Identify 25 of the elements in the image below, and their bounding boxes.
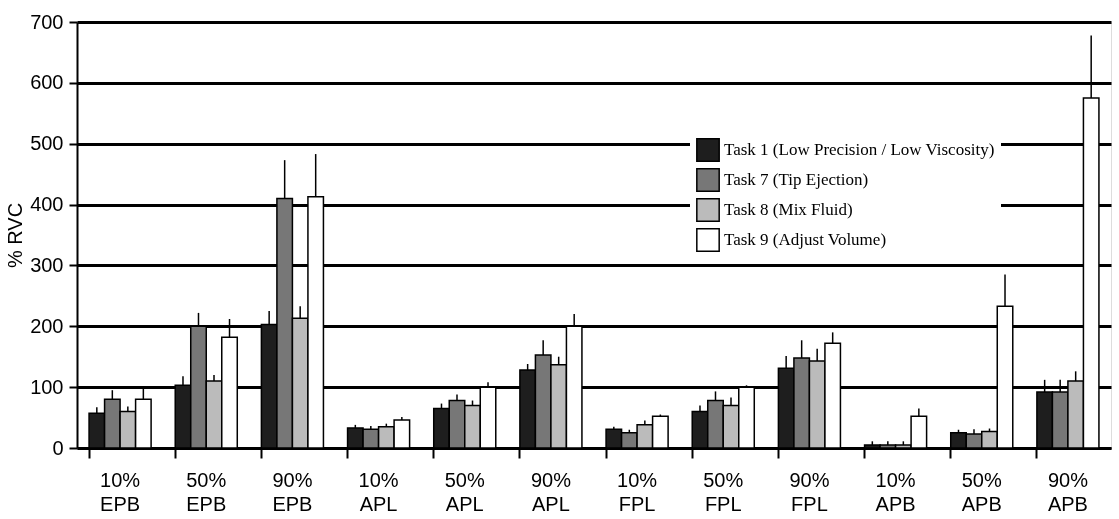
x-tick-label: 10% APB [875, 468, 916, 515]
y-tick-label: 100 [30, 375, 64, 398]
y-tick-label: 600 [30, 71, 64, 94]
x-tick-label: 90% EPB [272, 468, 313, 515]
x-tick-label: 10% APL [358, 468, 399, 515]
x-tick-label: 90% APB [1047, 468, 1089, 515]
y-tick-label: 700 [30, 10, 64, 33]
y-tick-label: 200 [30, 314, 64, 337]
x-tick-label: 50% EPB [186, 468, 227, 515]
y-tick-label: 500 [30, 132, 64, 155]
x-tick-label: 90% APL [530, 468, 572, 515]
legend-label: Task 1 (Low Precision / Low Viscosity) [724, 140, 995, 159]
y-axis-title: % RVC [4, 202, 27, 269]
x-tick-label: 10% EPB [100, 468, 141, 515]
y-tick-label: 300 [30, 253, 64, 276]
x-tick-label: 50% APB [961, 468, 1002, 515]
y-tick-label: 0 [52, 436, 64, 459]
y-tick-label: 400 [30, 193, 64, 216]
x-tick-label: 10% FPL [617, 468, 658, 515]
x-tick-label: 90% FPL [789, 468, 830, 515]
x-tick-label: 50% FPL [703, 468, 744, 515]
legend-label: Task 7 (Tip Ejection) [724, 170, 869, 189]
legend-label: Task 9 (Adjust Volume) [724, 230, 887, 249]
legend-label: Task 8 (Mix Fluid) [724, 200, 853, 219]
x-tick-label: 50% APL [444, 468, 485, 515]
